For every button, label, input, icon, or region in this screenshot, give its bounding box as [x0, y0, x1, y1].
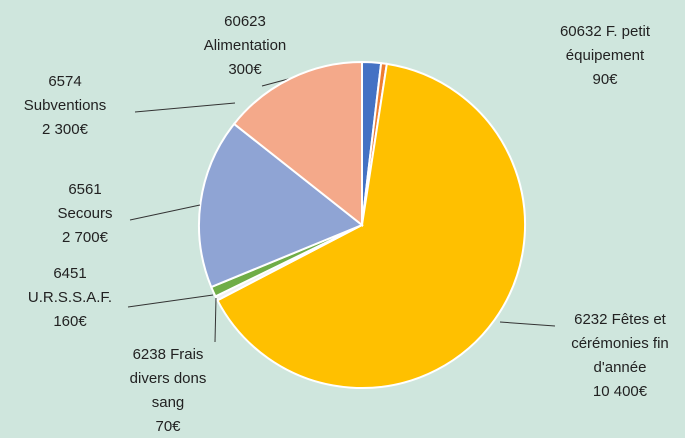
category-label: 6574 Subventions: [23, 73, 107, 114]
value-label: 300€: [228, 61, 262, 78]
data-label: 60632 F. petit équipement 90€: [559, 20, 651, 92]
leader-line: [129, 204, 201, 221]
data-label: 60623 Alimentation 300€: [185, 10, 305, 82]
data-label: 6451 U.R.S.S.A.F. 160€: [23, 262, 118, 334]
data-label: 6238 Frais divers dons sang 70€: [113, 343, 223, 438]
value-label: 2 300€: [42, 121, 88, 138]
data-label: 6561 Secours 2 700€: [45, 178, 125, 250]
leader-line: [499, 321, 556, 327]
leader-line: [127, 294, 214, 308]
category-label: 6561 Secours: [57, 181, 113, 222]
value-label: 2 700€: [62, 229, 108, 246]
category-label: 6232 Fêtes et cérémonies fin d'année: [571, 311, 669, 376]
pie-slice: [198, 122, 364, 289]
value-label: 10 400€: [592, 383, 648, 400]
category-label: 6451 U.R.S.S.A.F.: [27, 265, 113, 306]
category-label: 60632 F. petit équipement: [559, 23, 651, 64]
value-label: 160€: [53, 313, 87, 330]
pie-slice: [216, 62, 526, 389]
category-label: 6238 Frais divers dons sang: [129, 346, 207, 411]
category-label: 60623 Alimentation: [203, 13, 287, 54]
data-label: 6574 Subventions 2 300€: [15, 70, 115, 142]
data-label: 6232 Fêtes et cérémonies fin d'année 10 4…: [560, 308, 680, 404]
value-label: 70€: [155, 418, 181, 435]
value-label: 90€: [592, 71, 618, 88]
pie-slice: [232, 60, 363, 228]
leader-line: [214, 297, 217, 343]
leader-line: [134, 102, 236, 113]
